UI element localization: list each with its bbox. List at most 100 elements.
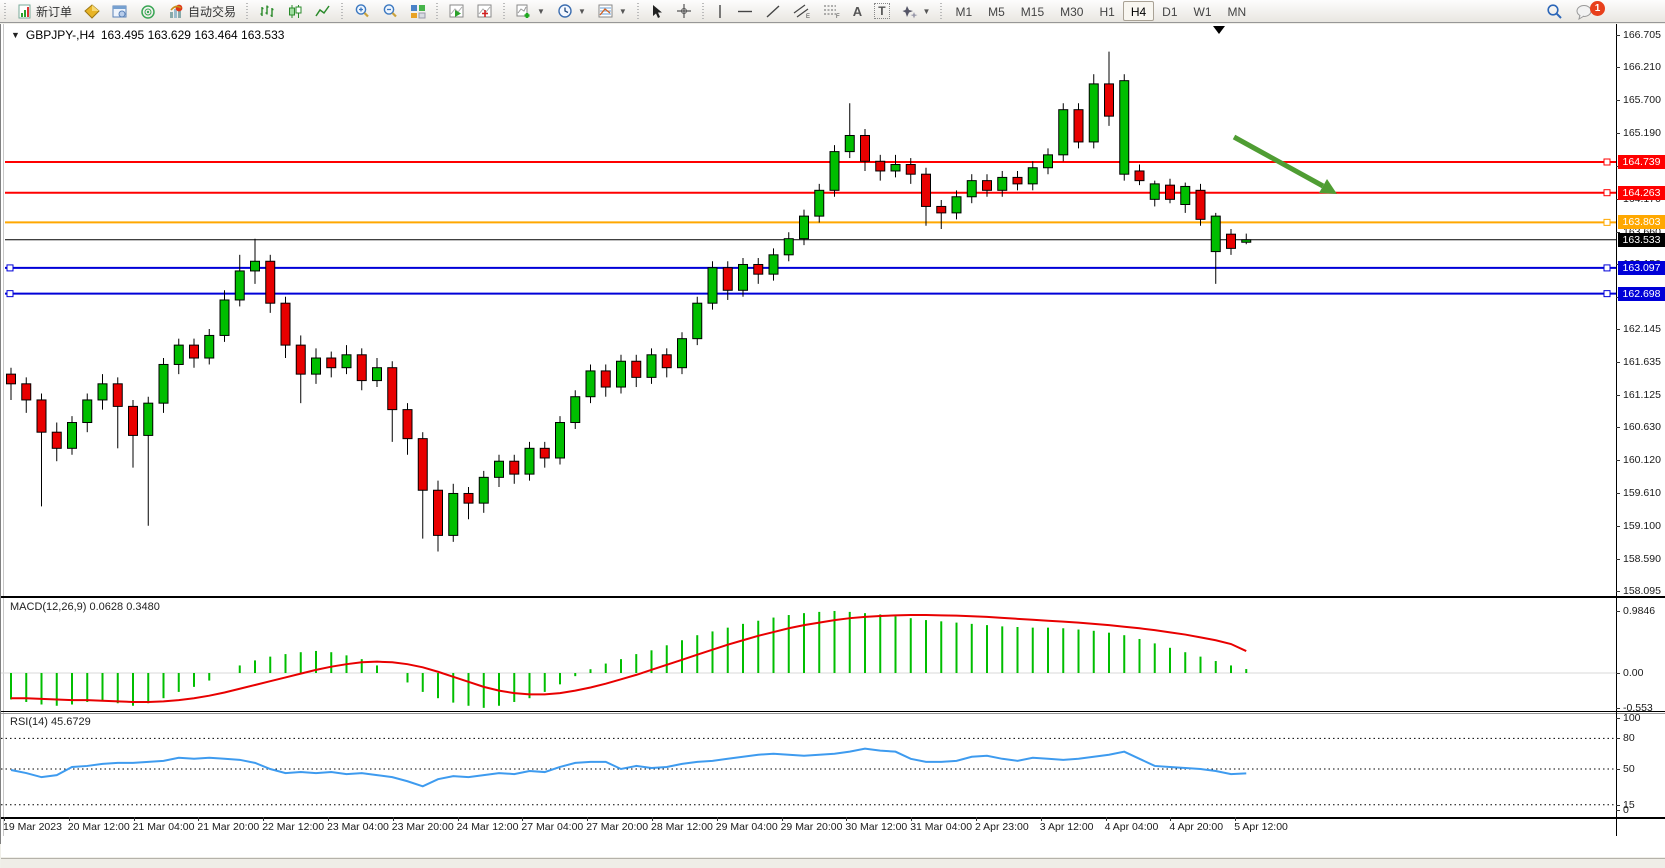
toolbar-grip[interactable] <box>502 3 508 19</box>
zoom-out-button[interactable] <box>376 1 404 22</box>
add-indicator-button[interactable]: ▼ <box>510 1 551 22</box>
channel-tool-button[interactable]: E <box>787 1 817 22</box>
timeframe-button-mn[interactable]: MN <box>1227 5 1247 19</box>
macd-pane[interactable] <box>1 598 1616 710</box>
chart-cursor-button[interactable] <box>471 1 499 22</box>
scale-tick <box>1616 610 1620 612</box>
rsi-tick-label: 15 <box>1623 798 1635 811</box>
rsi-tick-label: 0 <box>1623 804 1629 816</box>
market-watch-icon <box>112 4 128 19</box>
cursor-tool-button[interactable] <box>644 1 670 22</box>
timeframe-button-m15[interactable]: M15 <box>1020 5 1045 19</box>
chart-shift-marker-icon[interactable] <box>1213 26 1225 34</box>
price-tick-label: 159.100 <box>1623 519 1661 532</box>
autotrade-button[interactable]: 自动交易 <box>162 1 242 22</box>
crosshair-tool-button[interactable] <box>670 1 698 22</box>
timeframe-button-m5[interactable]: M5 <box>988 5 1005 19</box>
date-axis-label: 5 Apr 12:00 <box>1234 821 1288 833</box>
candle-body <box>1134 170 1145 182</box>
toolbar-grip[interactable] <box>340 3 346 19</box>
candle-body <box>1073 109 1084 143</box>
candle-body <box>1195 189 1206 220</box>
zoom-in-button[interactable] <box>348 1 376 22</box>
candle-body <box>738 263 748 291</box>
hline-anchor[interactable] <box>1603 290 1611 298</box>
candle-body <box>280 302 291 346</box>
profile-button[interactable] <box>78 1 106 22</box>
toolbar-grip[interactable] <box>700 3 706 19</box>
fibonacci-icon: F <box>823 3 841 19</box>
timeframe-button-w1[interactable]: W1 <box>1193 5 1212 19</box>
candle-body <box>448 492 459 536</box>
date-axis-tick <box>4 817 5 821</box>
main-chart-pane[interactable] <box>1 24 1616 596</box>
scale-tick <box>1616 67 1620 69</box>
candle-body <box>921 173 931 207</box>
notification-badge[interactable]: 1 <box>1590 1 1605 16</box>
chat-button[interactable] <box>1569 1 1599 22</box>
timeframe-button-d1[interactable]: D1 <box>1162 5 1178 19</box>
trendline-tool-button[interactable] <box>759 1 787 22</box>
date-axis-tick <box>522 817 524 821</box>
toolbar-grip[interactable] <box>939 3 945 19</box>
chart-window[interactable]: ▼ GBPJPY-,H4 163.495 163.629 163.464 163… <box>0 24 1665 868</box>
price-tick-label: 166.210 <box>1623 61 1661 74</box>
price-tick-label: 165.190 <box>1623 126 1661 139</box>
dropdown-caret-icon: ▼ <box>577 6 586 16</box>
hline-anchor[interactable] <box>6 290 14 298</box>
date-axis-tick <box>133 817 135 821</box>
fibonacci-tool-button[interactable]: F <box>817 1 847 22</box>
text-tool-button[interactable]: A <box>847 1 868 22</box>
price-scale-divider[interactable] <box>1616 24 1617 836</box>
strategy-tester-button[interactable] <box>443 1 471 22</box>
label-tool-button[interactable]: T <box>868 1 895 22</box>
candle-body <box>951 196 962 214</box>
main-pane-bottom-border[interactable] <box>1 596 1665 598</box>
label-tool-icon: T <box>874 3 890 19</box>
toolbar-grip[interactable] <box>3 3 8 19</box>
dropdown-caret-icon: ▼ <box>922 6 931 16</box>
date-axis-tick <box>911 817 913 821</box>
toolbar-grip[interactable] <box>635 3 641 19</box>
annotation-arrowhead[interactable] <box>1319 179 1337 194</box>
hline-anchor[interactable] <box>1603 158 1611 166</box>
candle-body <box>51 431 62 449</box>
candle-body <box>539 447 550 459</box>
hline-anchor[interactable] <box>1603 218 1611 226</box>
candle-body <box>1012 176 1023 185</box>
date-axis-label: 29 Mar 20:00 <box>780 821 843 833</box>
tile-windows-icon <box>410 4 426 19</box>
macd-pane-bottom-border[interactable] <box>1 711 1665 712</box>
hline-anchor[interactable] <box>6 264 14 272</box>
line-chart-type-button[interactable] <box>309 1 337 22</box>
period-selector-button[interactable]: ▼ <box>551 1 592 22</box>
timeframe-button-h1[interactable]: H1 <box>1099 5 1115 19</box>
hline-anchor[interactable] <box>1603 189 1611 197</box>
horizontal-line-tool-button[interactable] <box>731 1 759 22</box>
signals-button[interactable] <box>134 1 162 22</box>
market-watch-button[interactable] <box>106 1 134 22</box>
rsi-pane-bottom-border[interactable] <box>1 817 1665 819</box>
candle-body <box>966 180 977 198</box>
timeframe-button-h4[interactable]: H4 <box>1122 1 1155 21</box>
vertical-line-tool-button[interactable] <box>709 1 731 22</box>
search-button[interactable] <box>1540 1 1569 22</box>
timeframe-button-m30[interactable]: M30 <box>1060 5 1084 19</box>
bar-chart-type-button[interactable] <box>253 1 281 22</box>
tile-windows-button[interactable] <box>404 1 432 22</box>
timeframe-button-m1[interactable]: M1 <box>955 5 973 19</box>
new-order-button[interactable]: 新订单 <box>11 1 78 22</box>
rsi-pane[interactable] <box>1 714 1616 816</box>
hline-anchor[interactable] <box>1603 264 1611 272</box>
toolbar-grip[interactable] <box>435 3 441 19</box>
dropdown-caret-icon: ▼ <box>618 6 627 16</box>
candle-chart-type-button[interactable] <box>281 1 309 22</box>
annotation-arrow[interactable] <box>1232 134 1325 189</box>
shapes-tool-button[interactable]: ▼ <box>896 1 937 22</box>
profile-diamond-icon <box>84 3 100 19</box>
date-axis-label: 23 Mar 04:00 <box>327 821 389 833</box>
autotrade-icon <box>168 4 184 19</box>
one-click-trading-toggle-icon[interactable]: ▼ <box>11 30 20 40</box>
toolbar-grip[interactable] <box>245 3 251 19</box>
template-button[interactable]: ▼ <box>592 1 633 22</box>
